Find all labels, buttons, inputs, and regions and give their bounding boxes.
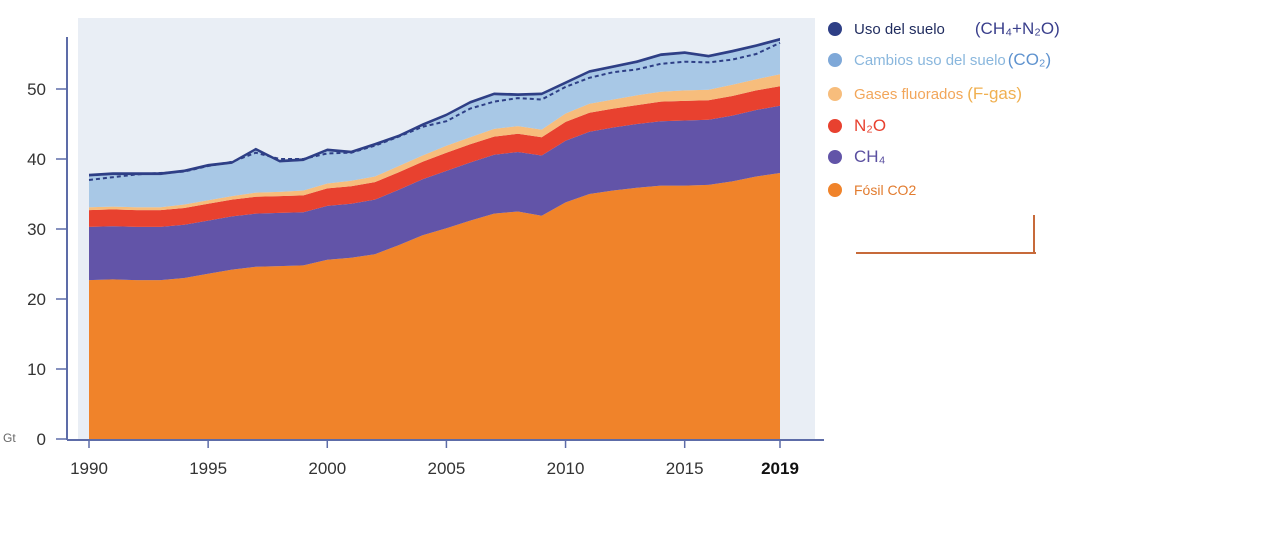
dashed-total-line: [88, 41, 781, 181]
y-tick-label: 40: [27, 150, 46, 169]
x-tick-label: 2005: [427, 459, 465, 478]
legend-label: CH₄: [854, 147, 886, 166]
legend-label: Fósil CO2: [854, 182, 917, 198]
legend-item-fosil-co2: Fósil CO2: [828, 179, 916, 201]
stacked-areas: [89, 37, 780, 439]
legend-formula: (CO₂): [1007, 50, 1052, 69]
legend-dot-gases-fluorados: [828, 87, 842, 101]
legend-formula: (CH₄+N₂O): [974, 19, 1060, 38]
y-tick-label: 10: [27, 360, 46, 379]
y-tick-label: 20: [27, 290, 46, 309]
axes: [66, 37, 824, 441]
y-unit-label: Gt: [3, 431, 16, 445]
y-axis-ticks: 0 10 20 30 40 50: [27, 80, 67, 449]
area-fósil-co2: [89, 173, 780, 439]
legend-label: Gases fluorados: [854, 85, 964, 103]
area-gases-fluorados-f-gas: [89, 74, 780, 211]
area-cambios-uso-del-suelo-co: [89, 40, 780, 208]
legend-dot-cambios-uso-suelo: [828, 53, 842, 67]
x-axis-ticks: 1990 1995 2000 2005 2010 2015 2019: [70, 440, 799, 478]
legend-item-gases-fluorados: Gases fluorados (F-gas): [828, 83, 1022, 105]
legend-dot-uso-del-suelo: [828, 22, 842, 36]
legend-item-cambios-uso-suelo: Cambios uso del suelo (CO₂): [828, 49, 1051, 71]
y-tick-label: 50: [27, 80, 46, 99]
y-tick-label: 0: [37, 430, 46, 449]
legend-item-ch4: CH₄: [828, 146, 886, 168]
legend-label: Uso del suelo: [854, 20, 945, 38]
legend-item-n2o: N₂O: [828, 115, 886, 137]
area-n-o: [89, 86, 780, 227]
decorative-line-horizontal: [856, 252, 1036, 254]
decorative-line-vertical: [1033, 215, 1035, 254]
legend-label: N₂O: [854, 116, 887, 135]
x-tick-label: 2010: [547, 459, 585, 478]
legend-dot-ch4: [828, 150, 842, 164]
area-ch: [89, 105, 780, 281]
legend-dot-fosil-co2: [828, 183, 842, 197]
x-tick-label: 1990: [70, 459, 108, 478]
legend-dot-n2o: [828, 119, 842, 133]
legend-item-uso-del-suelo: Uso del suelo (CH₄+N₂O): [828, 18, 1060, 40]
legend-formula: (F-gas): [967, 84, 1023, 103]
y-tick-label: 30: [27, 220, 46, 239]
x-tick-label: 2015: [666, 459, 704, 478]
legend-label: Cambios uso del suelo: [854, 51, 1006, 69]
x-tick-label: 2019: [761, 459, 799, 478]
x-tick-label: 2000: [308, 459, 346, 478]
x-tick-label: 1995: [189, 459, 227, 478]
